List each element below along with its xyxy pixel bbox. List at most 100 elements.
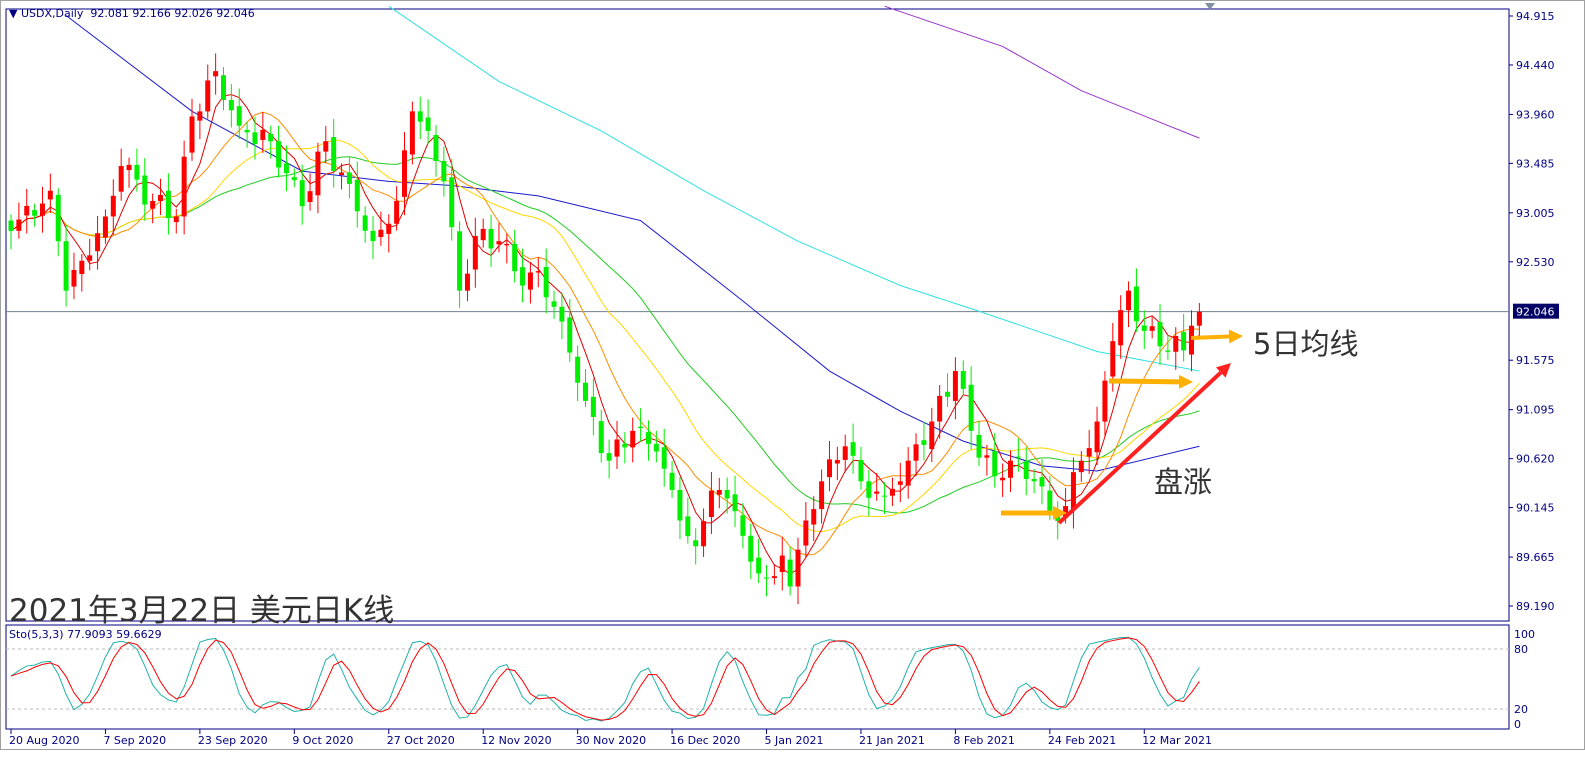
x-tick-label: 5 Jan 2021	[765, 734, 824, 747]
ma30-line	[10, 156, 1200, 514]
y-tick-label: 94.440	[1516, 59, 1555, 72]
bearish-candle	[488, 228, 494, 249]
current-price-tag	[1513, 303, 1559, 319]
bullish-candle	[472, 236, 478, 270]
bullish-candle	[905, 460, 911, 486]
bullish-candle	[409, 111, 415, 155]
chart-header: ▼ USDX,Daily 92.081 92.166 92.026 92.046	[9, 7, 255, 20]
arrow-shaft	[1057, 371, 1223, 525]
bullish-candle	[826, 459, 832, 478]
bearish-candle	[299, 180, 305, 207]
bullish-candle	[771, 576, 777, 579]
bullish-candle	[189, 116, 195, 153]
bearish-candle	[1047, 490, 1053, 512]
bearish-candle	[677, 489, 683, 521]
bullish-candle	[504, 243, 510, 246]
bearish-candle	[559, 306, 565, 322]
red-trend-arrow	[1057, 363, 1231, 525]
bullish-candle	[496, 241, 502, 245]
x-tick-label: 20 Aug 2020	[9, 734, 79, 747]
bullish-candle	[39, 203, 45, 216]
x-tick-label: 7 Sep 2020	[103, 734, 166, 747]
bearish-candle	[449, 177, 455, 228]
bearish-candle	[236, 106, 242, 126]
bullish-candle	[842, 446, 848, 460]
bearish-candle	[417, 111, 423, 122]
bullish-candle	[394, 200, 400, 224]
main-pane-border	[5, 8, 1510, 622]
bullish-candle	[181, 156, 187, 217]
bearish-candle	[543, 266, 549, 298]
bullish-candle	[1000, 477, 1006, 481]
bearish-candle	[1039, 477, 1045, 487]
bullish-candle	[535, 271, 541, 273]
bearish-candle	[1181, 331, 1187, 351]
bearish-candle	[331, 137, 337, 172]
bearish-candle	[598, 421, 604, 454]
sto-level-label: 80	[1514, 643, 1528, 656]
bearish-candle	[457, 231, 463, 291]
bearish-candle	[268, 134, 274, 142]
arrow-head	[1228, 329, 1243, 344]
bullish-candle	[24, 205, 30, 216]
bearish-candle	[850, 442, 856, 456]
bullish-candle	[158, 194, 164, 201]
bearish-candle	[425, 117, 431, 131]
sto-level-label: 20	[1514, 703, 1528, 716]
x-tick-label: 12 Mar 2021	[1142, 734, 1212, 747]
bearish-candle	[55, 194, 61, 242]
bearish-candle	[748, 535, 754, 562]
bearish-candle	[724, 489, 730, 499]
bullish-candle	[913, 444, 919, 461]
bullish-candle	[79, 260, 85, 275]
bullish-candle	[1078, 460, 1084, 473]
bullish-candle	[386, 223, 392, 234]
bearish-candle	[583, 382, 589, 401]
bullish-candle	[205, 80, 211, 112]
bearish-candle	[921, 440, 927, 445]
bearish-candle	[669, 472, 675, 490]
x-tick-label: 9 Oct 2020	[292, 734, 353, 747]
bearish-candle	[1023, 461, 1029, 479]
chart-shift-marker[interactable]	[1205, 3, 1215, 10]
y-tick-label: 93.005	[1516, 207, 1555, 220]
y-tick-label: 89.665	[1516, 551, 1555, 564]
arrow-head	[1178, 374, 1193, 389]
bearish-candle	[638, 426, 644, 428]
y-tick-label: 90.145	[1516, 502, 1555, 515]
bearish-candle	[551, 301, 557, 307]
arrow-head	[1053, 506, 1067, 520]
bearish-candle	[220, 75, 226, 100]
stochastic-main-line	[10, 636, 1200, 722]
bullish-candle	[402, 150, 407, 197]
x-tick-label: 30 Nov 2020	[576, 734, 646, 747]
bullish-candle	[1110, 341, 1116, 377]
bearish-candle	[575, 356, 581, 383]
bullish-candle	[779, 555, 785, 573]
bearish-candle	[512, 243, 518, 272]
ma5-annotation: 5日均线	[1253, 327, 1359, 361]
bullish-candle	[716, 489, 722, 495]
bullish-candle	[952, 371, 958, 401]
y-tick-label: 93.960	[1516, 108, 1555, 121]
bearish-candle	[252, 132, 258, 145]
bearish-candle	[142, 175, 148, 205]
bearish-candle	[1157, 322, 1163, 347]
arrow-shaft	[1190, 334, 1230, 340]
x-tick-label: 24 Feb 2021	[1048, 734, 1116, 747]
bearish-candle	[134, 164, 140, 180]
bullish-candle	[323, 141, 329, 152]
bearish-candle	[882, 495, 888, 497]
bullish-candle	[1196, 311, 1202, 326]
bullish-candle	[307, 191, 313, 203]
bearish-candle	[8, 220, 14, 231]
bullish-candle	[118, 165, 124, 192]
bullish-candle	[1007, 460, 1013, 478]
bearish-candle	[945, 391, 951, 397]
bullish-candle	[1070, 472, 1076, 511]
bearish-candle	[441, 160, 447, 182]
bullish-candle	[1063, 506, 1069, 517]
bearish-candle	[1165, 350, 1171, 352]
current-price-label: 92.046	[1516, 306, 1555, 319]
collapse-triangle-icon[interactable]: ▼	[9, 7, 18, 20]
